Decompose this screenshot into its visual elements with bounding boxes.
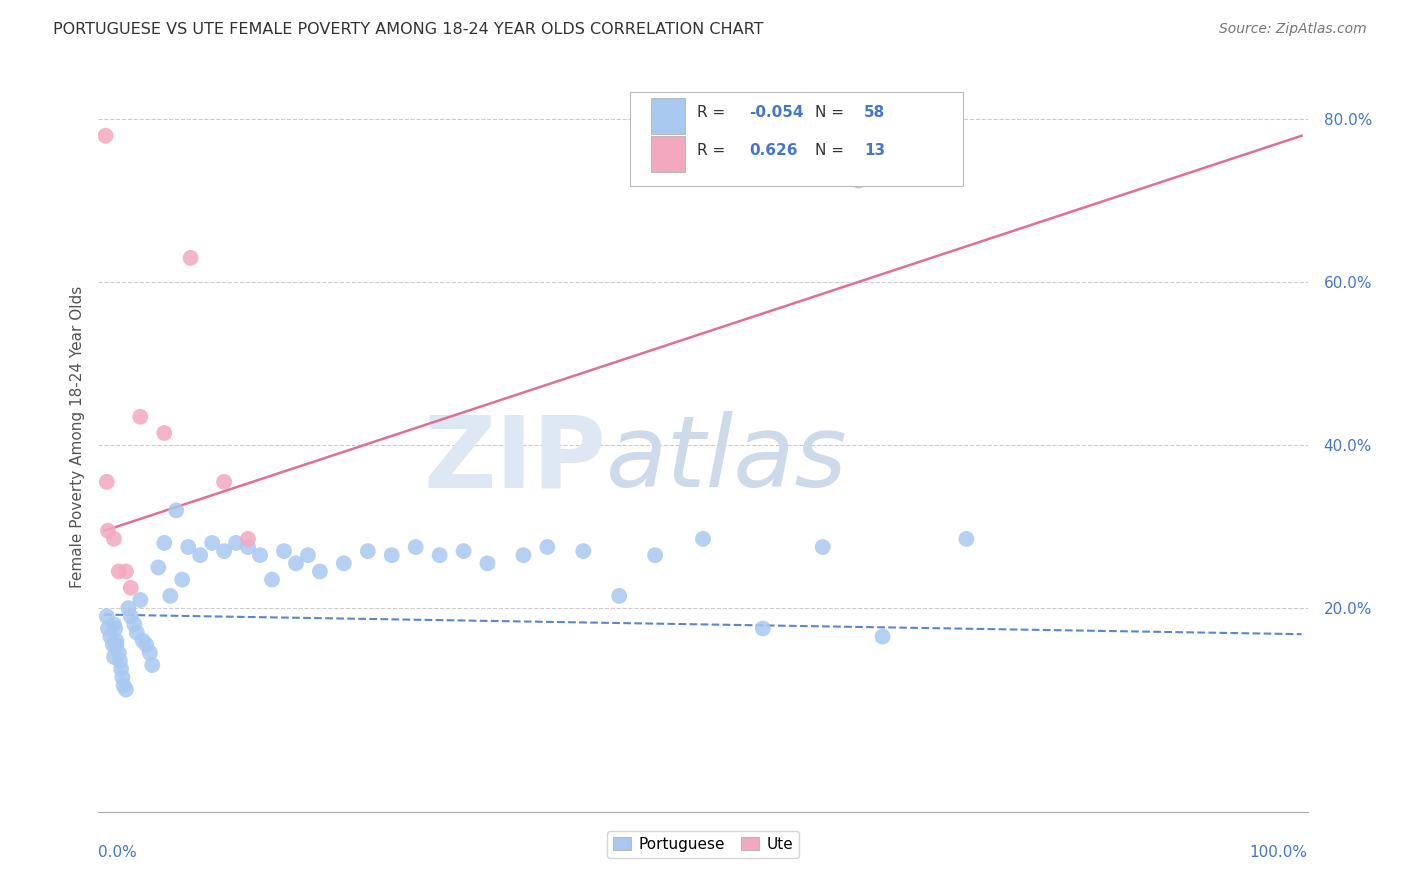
Text: R =: R =	[697, 143, 730, 158]
Point	[225, 536, 247, 550]
Point	[453, 544, 475, 558]
Point	[212, 475, 235, 489]
Point	[96, 475, 118, 489]
Point	[872, 630, 894, 644]
Point	[212, 544, 235, 558]
Point	[572, 544, 595, 558]
Text: N =: N =	[815, 105, 849, 120]
Point	[381, 548, 404, 562]
Text: 58: 58	[863, 105, 884, 120]
Point	[125, 625, 148, 640]
Point	[249, 548, 271, 562]
Point	[97, 622, 120, 636]
Point	[172, 573, 194, 587]
Y-axis label: Female Poverty Among 18-24 Year Olds: Female Poverty Among 18-24 Year Olds	[69, 286, 84, 588]
Point	[512, 548, 534, 562]
Point	[104, 622, 127, 636]
Point	[132, 633, 155, 648]
Point	[97, 524, 120, 538]
Point	[429, 548, 451, 562]
Legend: Portuguese, Ute: Portuguese, Ute	[606, 830, 800, 858]
Text: Source: ZipAtlas.com: Source: ZipAtlas.com	[1219, 22, 1367, 37]
Point	[477, 557, 499, 571]
Point	[644, 548, 666, 562]
Text: ZIP: ZIP	[423, 411, 606, 508]
Point	[100, 630, 122, 644]
Point	[115, 565, 138, 579]
Point	[135, 638, 157, 652]
Text: 100.0%: 100.0%	[1250, 846, 1308, 861]
Point	[357, 544, 380, 558]
Point	[120, 609, 142, 624]
Point	[153, 536, 176, 550]
Point	[955, 532, 977, 546]
Text: 0.626: 0.626	[749, 143, 797, 158]
Point	[811, 540, 834, 554]
Point	[752, 622, 775, 636]
Point	[103, 532, 125, 546]
Text: PORTUGUESE VS UTE FEMALE POVERTY AMONG 18-24 YEAR OLDS CORRELATION CHART: PORTUGUESE VS UTE FEMALE POVERTY AMONG 1…	[53, 22, 763, 37]
Point	[201, 536, 224, 550]
Point	[297, 548, 319, 562]
Text: N =: N =	[815, 143, 849, 158]
Point	[236, 532, 259, 546]
Point	[607, 589, 630, 603]
Text: R =: R =	[697, 105, 730, 120]
Text: 13: 13	[863, 143, 884, 158]
Point	[165, 503, 187, 517]
Point	[188, 548, 211, 562]
Point	[111, 670, 134, 684]
Point	[124, 617, 146, 632]
Point	[180, 251, 202, 265]
Point	[103, 650, 125, 665]
Point	[103, 617, 125, 632]
Point	[333, 557, 356, 571]
Point	[94, 128, 117, 143]
Point	[309, 565, 332, 579]
Point	[129, 593, 152, 607]
Point	[405, 540, 427, 554]
Point	[273, 544, 295, 558]
Point	[139, 646, 162, 660]
Text: -0.054: -0.054	[749, 105, 803, 120]
Text: atlas: atlas	[606, 411, 848, 508]
Point	[159, 589, 181, 603]
Point	[112, 678, 135, 692]
Point	[120, 581, 142, 595]
Point	[692, 532, 714, 546]
FancyBboxPatch shape	[630, 93, 963, 186]
Point	[101, 638, 124, 652]
Point	[848, 173, 870, 187]
Point	[177, 540, 200, 554]
Point	[153, 425, 176, 440]
Point	[105, 638, 128, 652]
Text: 0.0%: 0.0%	[98, 846, 138, 861]
Point	[107, 565, 129, 579]
Point	[110, 662, 132, 676]
Point	[129, 409, 152, 424]
Point	[117, 601, 139, 615]
Point	[108, 654, 131, 668]
Point	[115, 682, 138, 697]
Point	[260, 573, 283, 587]
Point	[105, 633, 128, 648]
Point	[236, 540, 259, 554]
Point	[141, 658, 163, 673]
Point	[107, 646, 129, 660]
Point	[148, 560, 170, 574]
Bar	[651, 136, 685, 171]
Bar	[651, 98, 685, 134]
Point	[536, 540, 558, 554]
Point	[284, 557, 307, 571]
Point	[96, 609, 118, 624]
